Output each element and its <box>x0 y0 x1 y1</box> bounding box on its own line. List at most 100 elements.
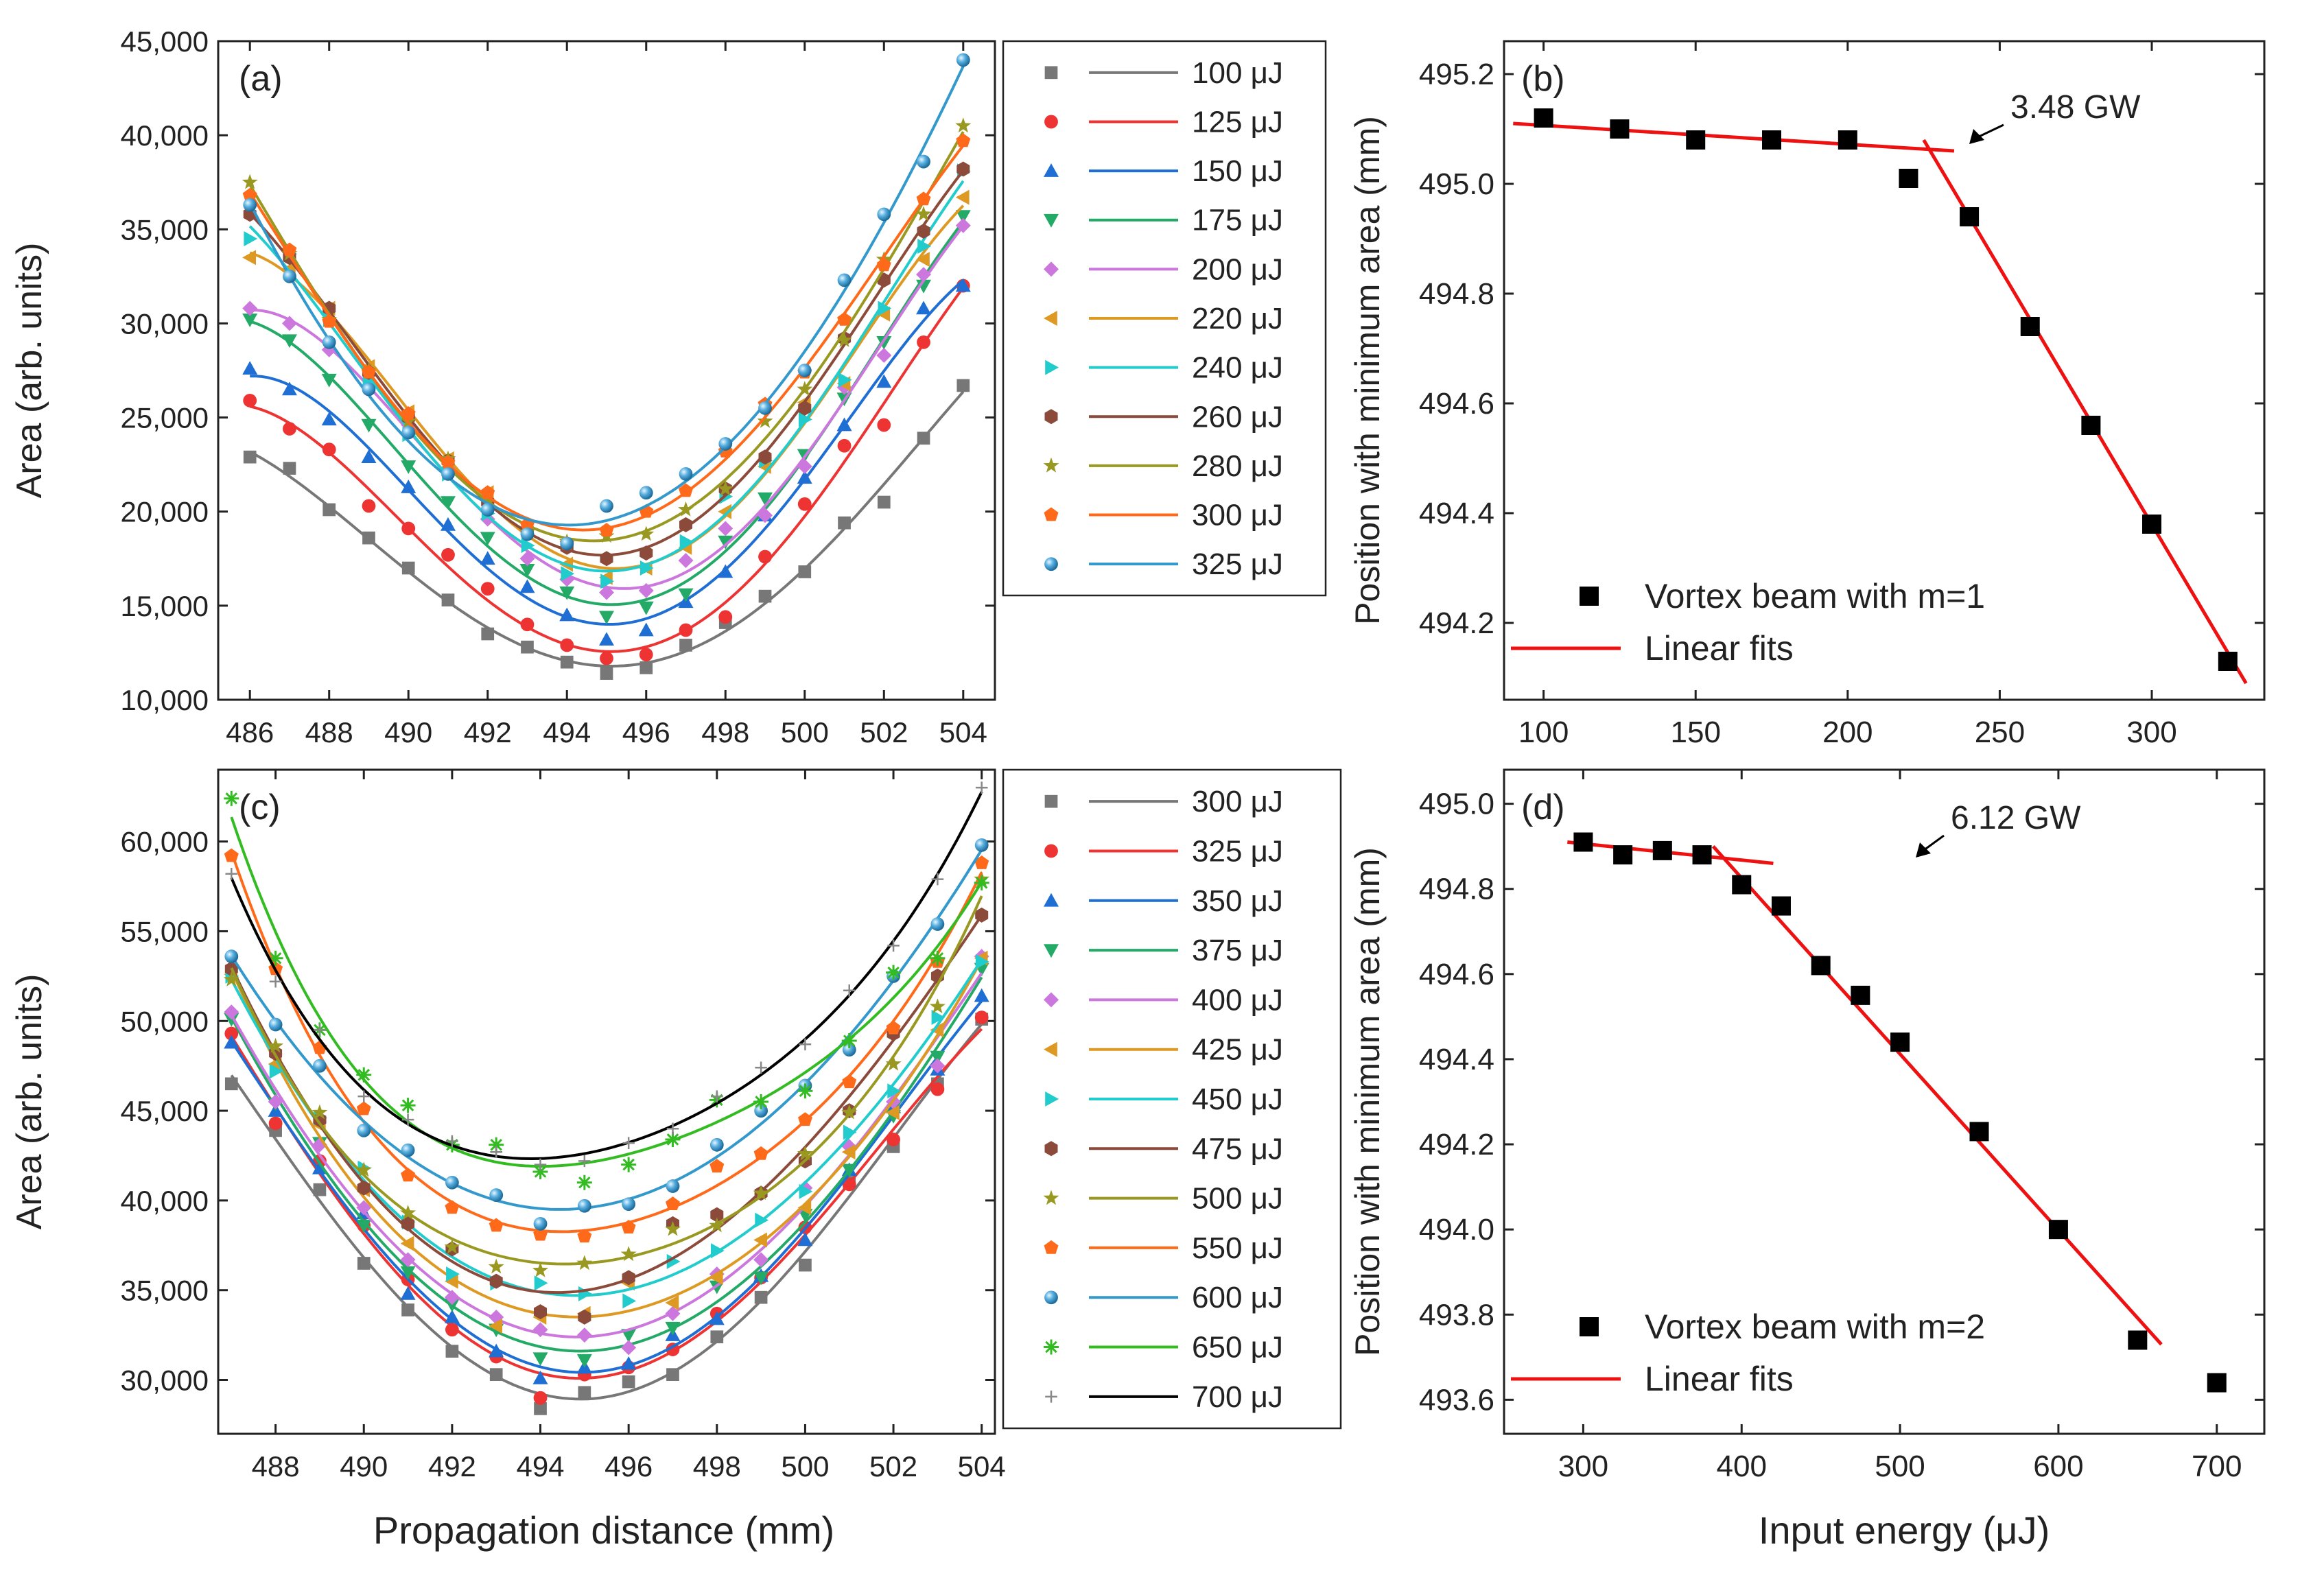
y-tick-label: 15,000 <box>121 590 209 622</box>
data-point <box>1613 845 1633 865</box>
plot-frame <box>217 40 996 701</box>
data-point <box>445 1200 460 1214</box>
y-tick-label: 55,000 <box>121 915 209 947</box>
fit-curve-2 <box>230 1000 983 1374</box>
legend-label: 475 μJ <box>1192 1132 1283 1166</box>
data-point <box>799 1183 813 1199</box>
data-point <box>356 1200 372 1216</box>
data-point <box>357 1123 371 1137</box>
data-point <box>666 1253 681 1269</box>
y-tick-label: 40,000 <box>121 119 209 152</box>
legend-label: 325 μJ <box>1192 547 1283 581</box>
data-point <box>916 252 930 268</box>
data-point <box>679 517 692 532</box>
data-point <box>753 1094 769 1109</box>
data-point <box>798 565 812 578</box>
data-point <box>444 1309 460 1323</box>
y-tick-label: 495.0 <box>1419 788 1494 821</box>
data-point <box>622 1137 635 1149</box>
data-point <box>401 1303 414 1316</box>
data-point <box>532 1262 548 1277</box>
data-point <box>490 1146 503 1159</box>
data-point <box>842 1074 857 1089</box>
y-tick-label: 10,000 <box>121 684 209 716</box>
data-point <box>521 538 535 554</box>
data-point <box>2218 652 2238 671</box>
shared-x-axis-label-left: Propagation distance (mm) <box>373 1509 834 1552</box>
plot-area <box>242 53 972 680</box>
data-point <box>666 1122 679 1135</box>
data-point <box>444 1298 460 1312</box>
data-point <box>534 1275 548 1291</box>
x-tick-label: 496 <box>622 716 670 748</box>
data-point <box>578 1386 591 1399</box>
data-point <box>639 560 654 576</box>
fit-curve-11 <box>230 816 983 1168</box>
data-point <box>224 1004 239 1020</box>
legend-marker <box>1044 557 1058 571</box>
data-point <box>956 133 971 147</box>
data-point <box>638 622 654 637</box>
x-tick-label: 494 <box>543 716 591 748</box>
data-point <box>401 1143 415 1157</box>
data-point <box>242 250 257 265</box>
data-point <box>842 1177 856 1192</box>
data-point <box>955 278 971 292</box>
x-tick-label: 490 <box>384 716 432 748</box>
data-point <box>401 1216 415 1231</box>
data-point <box>362 364 376 379</box>
data-point <box>974 838 989 852</box>
panel-label: (a) <box>239 59 283 99</box>
data-point <box>281 316 297 331</box>
fit-curve-10 <box>230 849 983 1211</box>
data-point <box>480 551 495 565</box>
legend-label: 300 μJ <box>1192 785 1283 818</box>
data-point <box>798 400 812 416</box>
legend-label: 220 μJ <box>1192 302 1283 335</box>
data-point <box>758 401 772 415</box>
y-tick-label: 50,000 <box>121 1005 209 1037</box>
data-point <box>665 1306 681 1321</box>
data-point <box>489 1319 503 1334</box>
data-point <box>480 493 496 509</box>
data-point <box>1652 840 1672 860</box>
panel-label: (b) <box>1521 59 1565 99</box>
y-tick-label: 495.0 <box>1419 167 1494 201</box>
legend-marker <box>1044 1290 1058 1305</box>
legend-marker <box>1044 66 1058 80</box>
x-tick-label: 100 <box>1518 716 1569 749</box>
data-point <box>400 1205 416 1220</box>
shared-x-axis-label-right: Input energy (μJ) <box>1759 1509 2050 1552</box>
data-point <box>489 1188 504 1202</box>
data-point <box>560 655 574 669</box>
legend-marker <box>1044 163 1059 177</box>
chart-panel-d: 300 400 500 600 700 493.6 493.8 494.0 494.2 494.4… <box>1348 768 2266 1483</box>
data-point <box>2020 317 2040 336</box>
data-point <box>974 1011 989 1024</box>
data-point <box>974 875 989 890</box>
data-point <box>322 335 336 349</box>
data-point <box>679 534 694 550</box>
data-point <box>1969 1122 1989 1142</box>
data-point <box>520 617 535 632</box>
x-tick-label: 488 <box>305 716 353 748</box>
y-tick-label: 40,000 <box>121 1185 209 1217</box>
legend-marker <box>1043 457 1059 473</box>
data-point <box>758 449 772 465</box>
data-point <box>639 486 653 500</box>
data-point <box>755 1212 769 1228</box>
data-point <box>362 531 375 545</box>
data-point <box>975 781 988 794</box>
data-point <box>242 300 258 316</box>
data-point <box>717 480 733 496</box>
legend-label: 375 μJ <box>1192 934 1283 967</box>
legend-label: Vortex beam with m=2 <box>1645 1308 1985 1346</box>
data-point <box>361 418 377 433</box>
y-tick-label: 494.4 <box>1419 497 1494 530</box>
data-point <box>679 466 693 481</box>
legend-label: 260 μJ <box>1192 400 1283 434</box>
data-point <box>489 1218 504 1232</box>
data-point <box>599 632 614 646</box>
y-tick-label: 60,000 <box>121 826 209 858</box>
x-tick-label: 600 <box>2033 1450 2083 1483</box>
